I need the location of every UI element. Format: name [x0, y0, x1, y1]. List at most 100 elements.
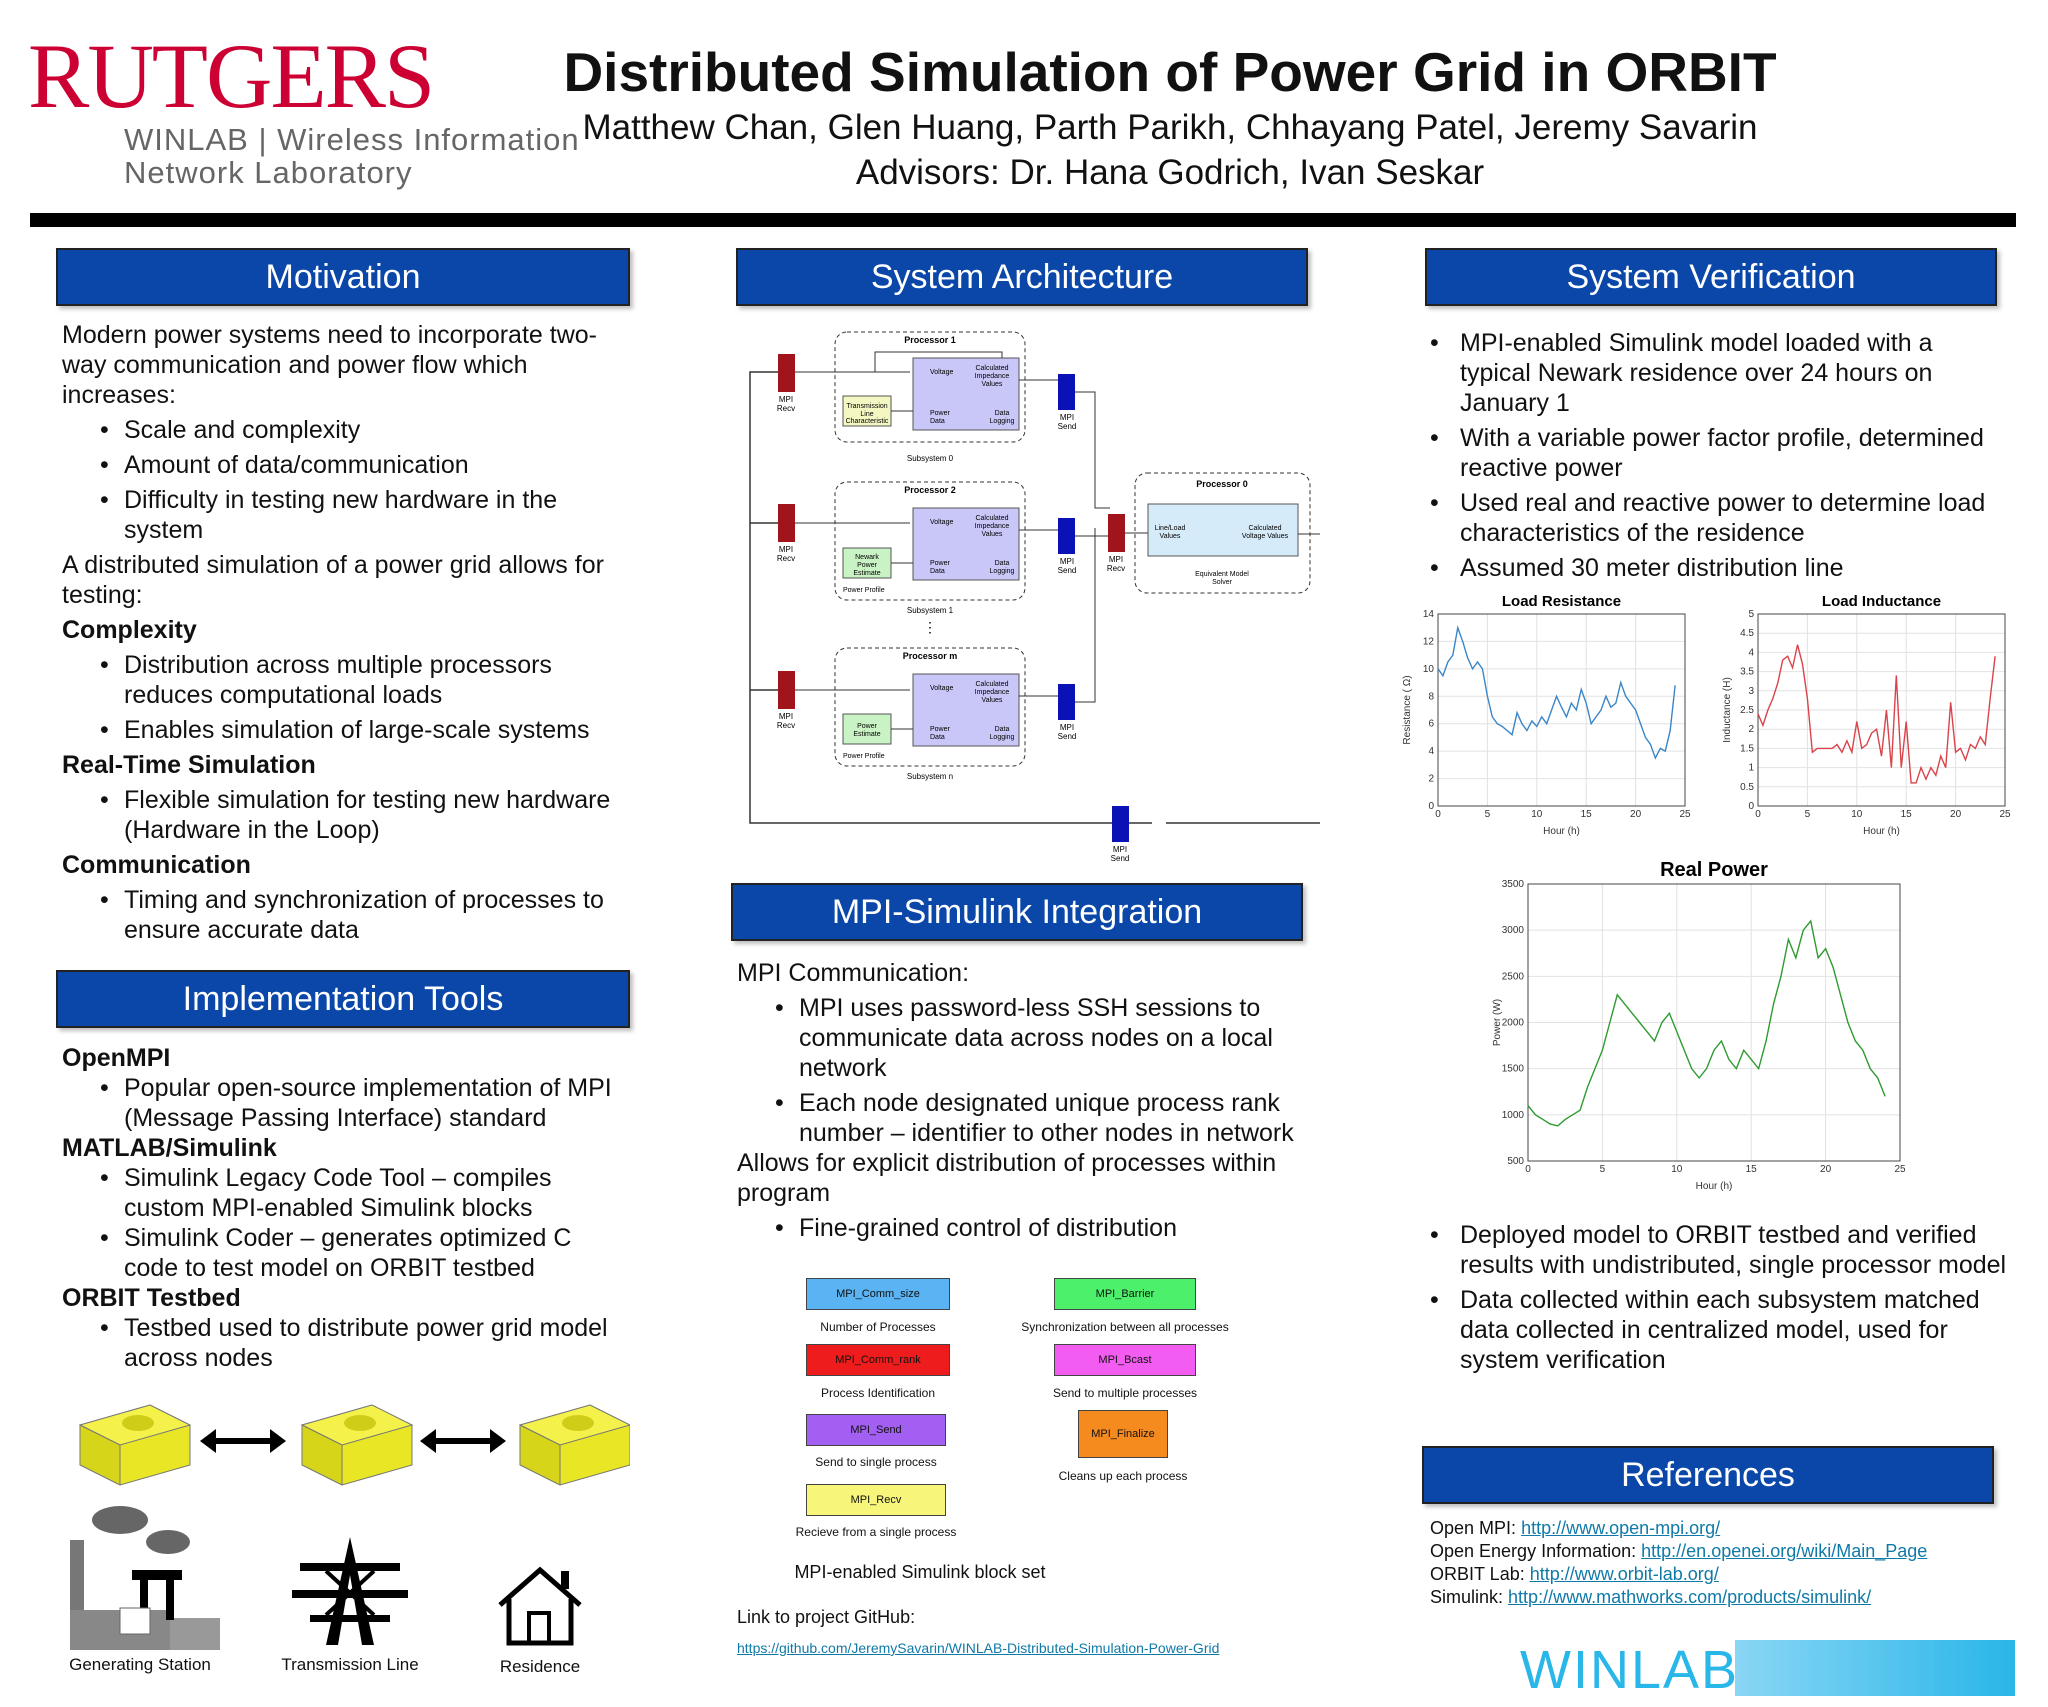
y-tick-label: 2000	[1502, 1018, 1525, 1029]
power-label: Power	[930, 726, 951, 733]
transmission-line-icon	[292, 1537, 408, 1645]
list-item: Testbed used to distribute power grid mo…	[62, 1313, 628, 1373]
mpi-recv-block	[778, 354, 795, 392]
calc-label: Impedance	[975, 373, 1010, 380]
ellipsis-dots: ⋮	[923, 619, 937, 635]
x-tick-label: 25	[1894, 1164, 1906, 1175]
y-tick-label: 12	[1423, 636, 1435, 647]
input-block-label: Characteristic	[846, 418, 889, 425]
processor-m-group: MPI Recv Processor m Power Estimate Powe…	[777, 647, 1077, 781]
y-tick-label: 8	[1428, 691, 1434, 702]
mpi-recv-label: MPI	[779, 395, 793, 404]
calc-label: Calculated	[975, 365, 1008, 372]
mpi-send-block	[1058, 374, 1075, 410]
orbit-node-icon	[300, 1404, 414, 1486]
block-set-caption: MPI-enabled Simulink block set	[794, 1562, 1046, 1582]
section-title: Real-Time Simulation	[62, 751, 316, 779]
list-item: Difficulty in testing new hardware in th…	[62, 485, 628, 545]
reference-label: Simulink:	[1430, 1587, 1504, 1607]
power-label: Power	[930, 560, 951, 567]
power-label: Power	[930, 410, 951, 417]
mpi-send-block	[1058, 518, 1075, 554]
proc0-solver-label: Equivalent Model	[1195, 571, 1249, 578]
generating-station-icon	[70, 1506, 220, 1650]
x-tick-label: 25	[1999, 809, 2011, 820]
mpi-finalize-block: MPI_Finalize	[1078, 1410, 1168, 1458]
y-tick-label: 0	[1428, 801, 1434, 812]
list-item: Enables simulation of large-scale system…	[62, 715, 628, 745]
block-caption: Cleans up each process	[1058, 1469, 1188, 1483]
double-arrow-icon	[200, 1429, 286, 1453]
integration-heading: MPI-Simulink Integration	[731, 883, 1303, 941]
y-tick-label: 2.5	[1740, 705, 1754, 716]
list-item: Deployed model to ORBIT testbed and veri…	[1430, 1220, 2010, 1280]
processor-1-group: MPI Recv Processor 1 Transmission Line C…	[777, 331, 1076, 463]
reference-link[interactable]: http://www.orbit-lab.org/	[1529, 1564, 1719, 1584]
mpi-send-label: Send	[1058, 732, 1077, 741]
winlab-logo-bar	[1735, 1640, 2015, 1696]
list-item: With a variable power factor profile, de…	[1430, 423, 2010, 483]
mpi-recv-label: Recv	[1107, 564, 1125, 573]
motivation-heading: Motivation	[56, 248, 630, 306]
mpi-send-label: MPI	[1060, 723, 1074, 732]
reference-link[interactable]: http://www.open-mpi.org/	[1521, 1518, 1721, 1538]
icon-caption-generating-station: Generating Station	[69, 1655, 211, 1674]
architecture-heading: System Architecture	[736, 248, 1308, 306]
x-tick-label: 0	[1435, 809, 1441, 820]
authors: Matthew Chan, Glen Huang, Parth Parikh, …	[582, 108, 1758, 147]
github-link[interactable]: https://github.com/JeremySavarin/WINLAB-…	[737, 1640, 1220, 1656]
list-item: Each node designated unique process rank…	[737, 1088, 1307, 1148]
input-block-label: Line	[860, 411, 873, 418]
real-power-chart: Real Power 0 5 10 15 20 25 500 1000 1500 2000 2500 3…	[1492, 860, 1906, 1192]
x-tick-label: 5	[1485, 809, 1491, 820]
voltage-label: Voltage	[930, 369, 953, 376]
block-caption: Process Identification	[820, 1386, 936, 1400]
x-tick-label: 5	[1600, 1164, 1606, 1175]
series-line	[1757, 644, 1996, 784]
calc-label: Calculated	[975, 681, 1008, 688]
calc-label: Calculated	[975, 515, 1008, 522]
list-item: Used real and reactive power to determin…	[1430, 488, 2010, 548]
integration-para: Allows for explicit distribution of proc…	[737, 1149, 1277, 1207]
section-title: Complexity	[62, 616, 197, 644]
mpi-send-block	[1112, 806, 1129, 842]
advisors: Advisors: Dr. Hana Godrich, Ivan Seskar	[855, 153, 1485, 192]
verification-heading: System Verification	[1425, 248, 1997, 306]
series-line	[1437, 625, 1676, 760]
y-tick-label: 3000	[1502, 925, 1525, 936]
mpi-recv-block	[1108, 514, 1125, 552]
logging-label: Data	[995, 726, 1010, 733]
reference-label: Open Energy Information:	[1430, 1541, 1637, 1561]
x-tick-label: 5	[1805, 809, 1811, 820]
subsystem-label: Subsystem 1	[907, 606, 954, 615]
mpi-recv-label: Recv	[777, 404, 795, 413]
x-tick-label: 20	[1950, 809, 1962, 820]
mpi-recv-block: MPI_Recv	[806, 1484, 946, 1516]
calc-label: Values	[982, 381, 1003, 388]
reference-link[interactable]: http://en.openei.org/wiki/Main_Page	[1641, 1541, 1928, 1561]
power-label: Data	[930, 568, 945, 575]
implementation-heading: Implementation Tools	[56, 970, 630, 1028]
logging-label: Logging	[990, 418, 1015, 425]
input-block-label: Power	[857, 723, 878, 730]
mpi-comm-size-block: MPI_Comm_size	[806, 1278, 950, 1310]
mpi-send-block	[1058, 684, 1075, 720]
input-block-label: Transmission	[846, 403, 887, 410]
mpi-recv-label: MPI	[779, 545, 793, 554]
reference-item: ORBIT Lab: http://www.orbit-lab.org/	[1430, 1563, 1927, 1586]
reference-label: ORBIT Lab:	[1430, 1564, 1525, 1584]
y-tick-label: 3	[1748, 686, 1754, 697]
chart-title: Load Resistance	[1502, 593, 1621, 610]
x-axis-label: Hour (h)	[1543, 826, 1580, 837]
x-tick-label: 15	[1901, 809, 1913, 820]
reference-link[interactable]: http://www.mathworks.com/products/simuli…	[1508, 1587, 1872, 1607]
orbit-node-icon	[78, 1404, 192, 1486]
processor-label: Processor m	[903, 651, 958, 661]
proc0-input-label: Line/Load	[1155, 525, 1186, 532]
icon-caption-transmission-line: Transmission Line	[281, 1655, 419, 1674]
list-item: Amount of data/communication	[62, 450, 628, 480]
x-tick-label: 20	[1820, 1164, 1832, 1175]
x-tick-label: 15	[1746, 1164, 1758, 1175]
y-tick-label: 4	[1428, 746, 1434, 757]
references-list: Open MPI: http://www.open-mpi.org/ Open …	[1430, 1517, 1927, 1609]
